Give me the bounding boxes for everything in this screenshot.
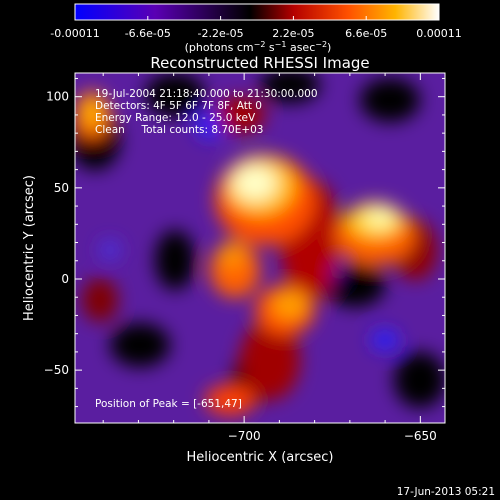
colorbar-tick-label: 0.00011 [416, 27, 462, 40]
y-tick-label: 100 [46, 90, 69, 104]
colorbar-unit-label: (photons cm−2 s−1 asec−2) [185, 40, 332, 54]
colorbar-tick-label: -6.6e-05 [125, 27, 171, 40]
info-total-counts: Clean Total counts: 8.70E+03 [95, 124, 264, 136]
colorbar-tick-label: -0.00011 [50, 27, 99, 40]
info-energy-range: Energy Range: 12.0 - 25.0 keV [95, 112, 256, 124]
colorbar-tick-label: -2.2e-05 [197, 27, 243, 40]
plot-frame [74, 72, 446, 424]
observation-info: 19-Jul-2004 21:18:40.000 to 21:30:00.000… [95, 88, 318, 136]
y-tick-label: 0 [61, 272, 69, 286]
colorbar-tick-label: 2.2e-05 [272, 27, 314, 40]
colorbar: -0.00011 -6.6e-05 -2.2e-05 2.2e-05 6.6e-05 0.… [50, 3, 462, 54]
peak-position-annotation: Position of Peak = [-651,47] [95, 398, 242, 410]
colorbar-ticks: -0.00011 -6.6e-05 -2.2e-05 2.2e-05 6.6e-05 0.… [50, 16, 462, 40]
x-axis-label: Heliocentric X (arcsec) [187, 450, 334, 465]
footer-timestamp: 17-Jun-2013 05:21 [397, 486, 495, 498]
y-axis: 100 50 0 −50 [44, 77, 445, 408]
heatmap-image [75, 73, 445, 423]
colorbar-tick-label: 6.6e-05 [345, 27, 387, 40]
colorbar-gradient [74, 3, 440, 21]
x-tick-label: −650 [404, 429, 437, 443]
x-axis: −700−650−600 [102, 73, 437, 443]
chart-title: Reconstructed RHESSI Image [150, 54, 369, 72]
info-detectors: Detectors: 4F 5F 6F 7F 8F, Att 0 [95, 100, 262, 112]
y-axis-label: Heliocentric Y (arcsec) [22, 175, 37, 321]
y-tick-label: −50 [44, 363, 69, 377]
y-tick-label: 50 [54, 181, 69, 195]
x-tick-label: −700 [228, 429, 261, 443]
info-time-range: 19-Jul-2004 21:18:40.000 to 21:30:00.000 [95, 88, 318, 100]
